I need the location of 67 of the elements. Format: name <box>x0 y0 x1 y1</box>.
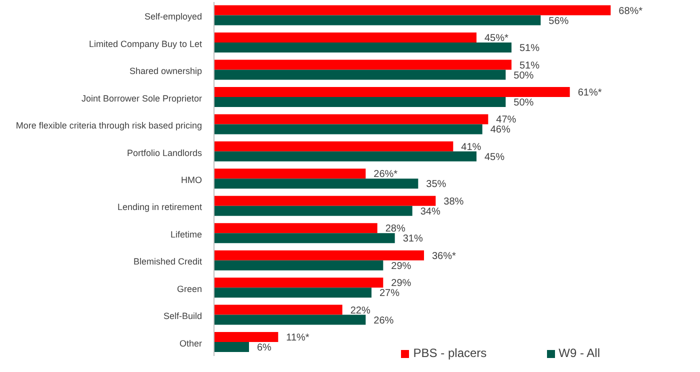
bar <box>214 15 541 26</box>
data-label: 41% <box>461 142 482 153</box>
bar <box>214 124 482 134</box>
bar <box>214 314 366 325</box>
bar <box>214 304 342 315</box>
y-tick-label: Limited Company Buy to Let <box>88 38 202 49</box>
data-label: 38% <box>444 196 464 208</box>
data-label: 22% <box>350 305 370 316</box>
bar <box>214 32 476 42</box>
legend-label: PBS - placers <box>413 346 487 360</box>
y-tick-label: Joint Borrower Sole Proprietor <box>81 93 202 104</box>
bar <box>214 141 454 152</box>
y-tick-label: Blemished Credit <box>133 256 202 267</box>
data-label: 29% <box>391 260 412 272</box>
data-label: 50% <box>514 70 534 82</box>
bar <box>214 70 506 80</box>
data-label: 45% <box>484 152 505 163</box>
data-label: 47% <box>496 114 516 126</box>
y-tick-label: Other <box>179 338 202 348</box>
bar <box>214 42 512 52</box>
y-tick-label: Self-Build <box>163 311 202 322</box>
data-label: 51% <box>520 60 540 72</box>
y-tick-label: More flexible criteria through risk based pricing <box>16 120 202 131</box>
bar <box>214 278 384 288</box>
y-tick-label: HMO <box>181 175 202 185</box>
data-label: 46% <box>490 124 510 136</box>
bar <box>214 86 570 97</box>
data-label: 68%* <box>618 6 643 17</box>
bar <box>214 250 424 260</box>
bar <box>214 5 611 16</box>
data-label: 35% <box>426 179 446 190</box>
bar <box>214 96 506 107</box>
data-label: 45%* <box>484 33 509 44</box>
bar <box>214 233 395 244</box>
data-label: 36%* <box>432 250 456 262</box>
bar <box>214 342 249 352</box>
data-label: 50% <box>514 98 534 109</box>
bar <box>214 332 278 342</box>
bar <box>214 260 384 270</box>
data-label: 61%* <box>578 88 602 99</box>
y-tick-label: Self-employed <box>144 12 202 22</box>
bar <box>214 288 372 298</box>
bar <box>214 151 476 162</box>
data-label: 29% <box>391 278 412 290</box>
bar <box>214 60 512 70</box>
data-label: 34% <box>420 206 440 218</box>
data-label: 26%* <box>374 169 398 180</box>
y-tick-label: Lending in retirement <box>117 202 202 212</box>
data-label: 26% <box>374 315 394 326</box>
data-label: 11%* <box>286 332 310 344</box>
data-label: 28% <box>385 224 406 235</box>
y-tick-label: Lifetime <box>170 229 202 240</box>
bar <box>214 196 436 206</box>
bar <box>214 223 378 234</box>
y-tick-label: Shared ownership <box>129 66 202 76</box>
y-tick-label: Portfolio Landlords <box>126 148 202 158</box>
bar <box>214 206 412 216</box>
data-label: 6% <box>257 342 272 354</box>
data-label: 27% <box>380 288 400 300</box>
data-label: 31% <box>402 234 423 245</box>
bar <box>214 114 488 124</box>
bar <box>214 168 366 179</box>
legend-label: W9 - All <box>558 346 600 360</box>
bar <box>214 178 418 189</box>
y-tick-label: Green <box>176 284 202 294</box>
data-label: 56% <box>548 16 569 27</box>
data-label: 51% <box>520 43 540 54</box>
